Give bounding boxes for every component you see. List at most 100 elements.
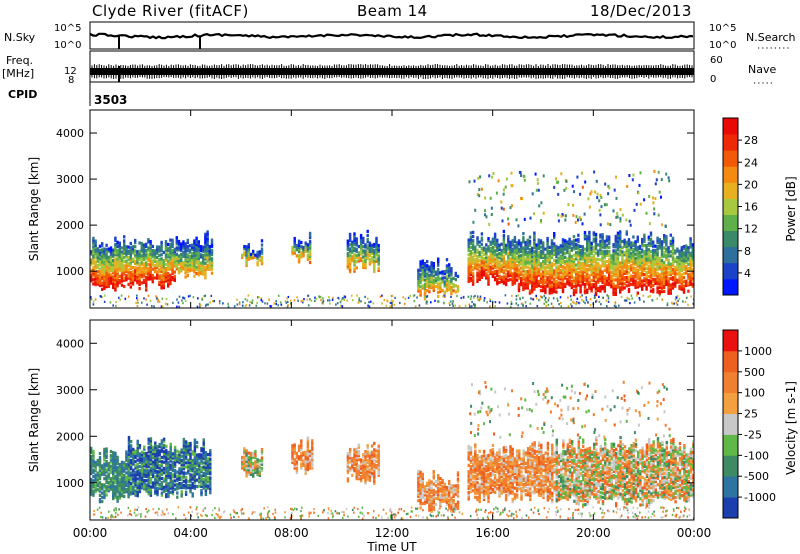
range-gate-cell bbox=[445, 276, 449, 280]
range-gate-cell bbox=[191, 258, 194, 262]
range-gate-cell bbox=[127, 465, 131, 469]
range-gate-cell bbox=[564, 282, 567, 286]
range-gate-cell bbox=[98, 257, 102, 261]
range-gate-cell bbox=[536, 178, 539, 182]
range-gate-cell bbox=[555, 177, 557, 181]
range-gate-cell bbox=[105, 468, 108, 472]
range-gate-cell bbox=[430, 275, 433, 279]
range-gate-cell bbox=[145, 269, 148, 273]
range-gate-cell bbox=[249, 252, 253, 256]
range-gate-cell bbox=[353, 240, 356, 244]
range-gate-cell bbox=[202, 247, 205, 251]
range-gate-cell bbox=[594, 280, 598, 284]
range-gate-cell bbox=[258, 258, 261, 262]
range-gate-cell bbox=[160, 261, 163, 265]
range-gate-cell bbox=[445, 289, 449, 293]
range-gate-cell bbox=[498, 274, 501, 278]
range-gate-cell bbox=[193, 440, 197, 444]
range-gate-cell bbox=[599, 272, 602, 276]
range-gate-cell bbox=[489, 196, 492, 200]
range-gate-cell bbox=[173, 278, 176, 282]
range-gate-cell bbox=[513, 246, 517, 250]
range-gate-cell bbox=[528, 239, 532, 243]
range-gate-cell bbox=[189, 477, 192, 481]
range-gate-cell bbox=[493, 276, 497, 280]
range-gate-cell bbox=[575, 302, 578, 305]
range-gate-cell bbox=[575, 263, 578, 267]
range-gate-cell bbox=[660, 279, 664, 283]
range-gate-cell bbox=[498, 262, 501, 266]
range-gate-cell bbox=[680, 273, 683, 277]
range-gate-cell bbox=[417, 268, 420, 272]
range-gate-cell bbox=[441, 288, 444, 293]
range-gate-cell bbox=[553, 277, 556, 281]
range-gate-cell bbox=[195, 259, 198, 263]
range-gate-cell bbox=[597, 286, 600, 290]
range-gate-cell bbox=[625, 261, 628, 265]
range-gate-cell bbox=[647, 237, 650, 241]
range-gate-cell bbox=[491, 264, 495, 268]
range-gate-cell bbox=[528, 243, 532, 248]
range-gate-cell bbox=[566, 250, 569, 255]
range-gate-cell bbox=[158, 486, 161, 491]
range-gate-cell bbox=[171, 460, 175, 464]
range-gate-cell bbox=[241, 255, 244, 259]
range-gate-cell bbox=[143, 297, 145, 300]
range-gate-cell bbox=[577, 252, 580, 256]
range-gate-cell bbox=[306, 243, 310, 247]
range-gate-cell bbox=[500, 279, 503, 284]
range-gate-cell bbox=[140, 244, 143, 248]
range-gate-cell bbox=[515, 243, 519, 247]
range-gate-cell bbox=[90, 260, 93, 264]
range-gate-cell bbox=[489, 265, 492, 269]
range-gate-cell bbox=[638, 284, 642, 288]
range-gate-cell bbox=[561, 258, 565, 263]
range-gate-cell bbox=[204, 294, 206, 297]
range-gate-cell bbox=[346, 239, 350, 243]
range-gate-cell bbox=[186, 259, 189, 263]
range-gate-cell bbox=[456, 294, 458, 298]
range-gate-cell bbox=[504, 249, 508, 254]
range-gate-cell bbox=[249, 254, 253, 259]
range-gate-cell bbox=[493, 263, 497, 267]
range-gate-cell bbox=[129, 444, 133, 448]
range-gate-cell bbox=[645, 281, 648, 285]
range-gate-cell bbox=[445, 270, 449, 274]
range-gate-cell bbox=[182, 252, 185, 256]
range-gate-cell bbox=[197, 265, 200, 269]
range-gate-cell bbox=[504, 260, 508, 264]
range-gate-cell bbox=[647, 266, 650, 270]
range-gate-cell bbox=[579, 218, 582, 222]
range-gate-cell bbox=[178, 484, 181, 488]
range-gate-cell bbox=[114, 257, 117, 261]
range-gate-cell bbox=[509, 263, 512, 267]
range-gate-cell bbox=[153, 270, 157, 274]
range-gate-cell bbox=[579, 261, 582, 265]
range-gate-cell bbox=[167, 488, 170, 492]
range-gate-cell bbox=[592, 239, 595, 243]
range-gate-cell bbox=[522, 303, 524, 306]
range-gate-cell bbox=[568, 241, 571, 245]
range-gate-cell bbox=[346, 245, 350, 249]
range-gate-cell bbox=[162, 261, 165, 265]
range-gate-cell bbox=[612, 272, 615, 276]
range-gate-cell bbox=[469, 250, 473, 254]
range-gate-cell bbox=[206, 244, 209, 249]
range-gate-cell bbox=[160, 483, 164, 487]
range-gate-cell bbox=[548, 268, 551, 272]
range-gate-cell bbox=[105, 254, 108, 258]
range-gate-cell bbox=[485, 276, 488, 280]
range-gate-cell bbox=[595, 300, 597, 303]
range-gate-cell bbox=[434, 280, 438, 285]
range-gate-cell bbox=[156, 480, 159, 484]
range-gate-cell bbox=[351, 257, 354, 261]
range-gate-cell bbox=[125, 245, 128, 249]
range-gate-cell bbox=[665, 237, 668, 241]
range-gate-cell bbox=[535, 243, 538, 247]
range-gate-cell bbox=[173, 274, 176, 278]
range-gate-cell bbox=[545, 301, 548, 304]
range-gate-cell bbox=[193, 241, 196, 245]
range-gate-cell bbox=[544, 253, 547, 257]
range-gate-cell bbox=[511, 184, 514, 188]
